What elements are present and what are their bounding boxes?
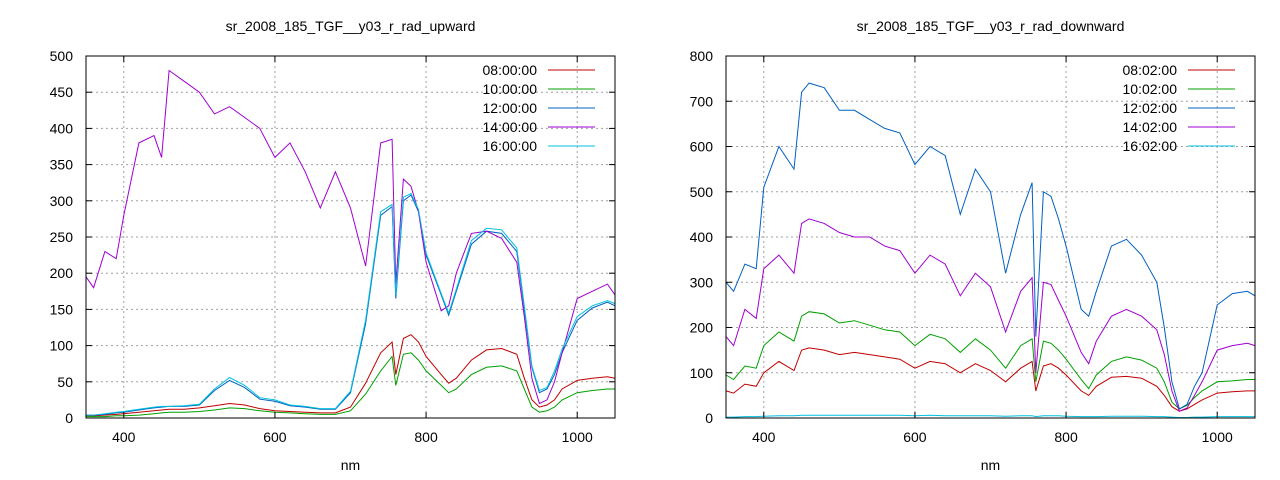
chart-1-legend-label-3: 14:02:00 bbox=[1123, 119, 1178, 135]
chart-1-legend-label-1: 10:02:00 bbox=[1123, 81, 1178, 97]
chart-0-title: sr_2008_185_TGF__y03_r_rad_upward bbox=[226, 18, 476, 34]
chart-1-legend-label-2: 12:02:00 bbox=[1123, 100, 1178, 116]
chart-1-title: sr_2008_185_TGF__y03_r_rad_downward bbox=[857, 18, 1125, 34]
chart-1-legend-label-0: 08:02:00 bbox=[1123, 62, 1178, 78]
chart-0-legend-label-2: 12:00:00 bbox=[483, 100, 538, 116]
chart-1-ytick-label-700: 700 bbox=[690, 93, 714, 109]
chart-0-ytick-label-150: 150 bbox=[50, 301, 74, 317]
chart-0-ytick-label-350: 350 bbox=[50, 157, 74, 173]
chart-1-ytick-label-0: 0 bbox=[705, 410, 713, 426]
chart-1-xtick-label-600: 600 bbox=[903, 429, 927, 445]
chart-0-xlabel: nm bbox=[341, 457, 360, 473]
chart-1-ytick-label-400: 400 bbox=[690, 229, 714, 245]
chart-1-series-1-line bbox=[725, 311, 1255, 410]
chart-1-ytick-label-200: 200 bbox=[690, 320, 714, 336]
chart-1-ytick-label-500: 500 bbox=[690, 184, 714, 200]
chart-1-xtick-label-400: 400 bbox=[752, 429, 776, 445]
chart-0-ytick-label-250: 250 bbox=[50, 229, 74, 245]
chart-0-ytick-label-300: 300 bbox=[50, 193, 74, 209]
chart-1-xtick-label-1000: 1000 bbox=[1202, 429, 1233, 445]
chart-0-series-1-line bbox=[86, 352, 615, 418]
chart-0-ytick-label-200: 200 bbox=[50, 265, 74, 281]
chart-1-xlabel: nm bbox=[981, 457, 1000, 473]
chart-1-xtick-label-800: 800 bbox=[1054, 429, 1078, 445]
chart-1-ytick-label-100: 100 bbox=[690, 365, 714, 381]
chart-0-xtick-label-400: 400 bbox=[112, 429, 136, 445]
chart-1-series-4-line bbox=[726, 414, 1255, 418]
chart-0-xtick-label-800: 800 bbox=[414, 429, 438, 445]
chart-upward: sr_2008_185_TGF__y03_r_rad_upward 400 600 8… bbox=[50, 18, 616, 473]
chart-0-xtick-label-600: 600 bbox=[263, 429, 287, 445]
chart-0-ytick-label-450: 450 bbox=[50, 84, 74, 100]
chart-0-ytick-label-400: 400 bbox=[50, 120, 74, 136]
chart-0-legend-label-0: 08:00:00 bbox=[483, 62, 538, 78]
chart-1-series-0-line bbox=[725, 347, 1255, 412]
chart-0-xtick-label-1000: 1000 bbox=[562, 429, 593, 445]
chart-0-legend-label-4: 16:00:00 bbox=[483, 138, 538, 154]
chart-1-ytick-label-300: 300 bbox=[690, 274, 714, 290]
chart-0-series-2-line bbox=[86, 194, 616, 416]
chart-0-ytick-label-500: 500 bbox=[50, 48, 74, 64]
chart-0-ytick-label-0: 0 bbox=[65, 410, 73, 426]
chart-1-series-2-line bbox=[725, 82, 1256, 410]
chart-1-ytick-label-600: 600 bbox=[690, 139, 714, 155]
chart-1-series-3-line bbox=[725, 218, 1256, 412]
chart-0-ytick-label-50: 50 bbox=[57, 374, 73, 390]
chart-1-ytick-label-800: 800 bbox=[690, 48, 714, 64]
chart-downward: sr_2008_185_TGF__y03_r_rad_downward 400 60… bbox=[690, 18, 1256, 473]
chart-0-series-0-line bbox=[86, 334, 616, 417]
chart-0-legend-label-1: 10:00:00 bbox=[483, 81, 538, 97]
chart-0-ytick-label-100: 100 bbox=[50, 338, 74, 354]
chart-1-legend-label-4: 16:02:00 bbox=[1123, 138, 1178, 154]
chart-0-series-3-line bbox=[85, 69, 616, 405]
chart-0-legend-label-3: 14:00:00 bbox=[483, 119, 538, 135]
chart-0-series-4-line bbox=[86, 192, 616, 416]
